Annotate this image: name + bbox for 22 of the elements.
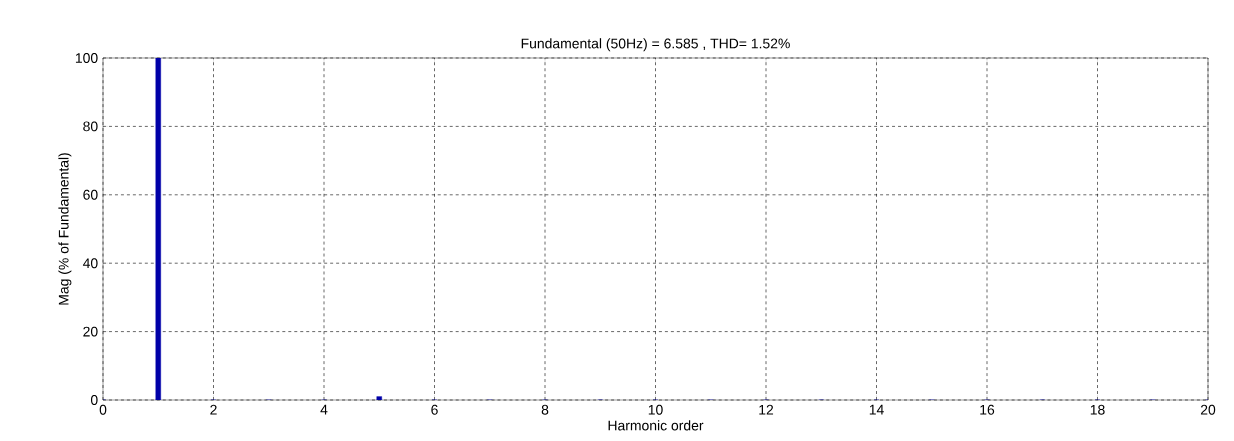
bar	[155, 58, 161, 400]
x-tick-label: 18	[1090, 404, 1105, 415]
y-tick-label: 100	[75, 53, 98, 63]
y-tick-label: 0	[90, 395, 98, 405]
y-tick-label: 60	[83, 189, 98, 200]
x-tick-label: 6	[431, 404, 438, 415]
x-tick-label: 10	[648, 404, 663, 415]
x-tick-label: 12	[759, 404, 774, 415]
chart-title: Fundamental (50Hz) = 6.585 , THD= 1.52%	[521, 38, 790, 52]
x-tick-label: 8	[541, 404, 549, 415]
x-tick-label: 4	[320, 404, 328, 415]
x-tick-label: 14	[869, 404, 884, 415]
x-axis-title: Harmonic order	[608, 420, 704, 431]
x-tick-label: 2	[210, 404, 217, 415]
y-axis-title: Mag (% of Fundamental)	[58, 153, 72, 305]
y-tick-label: 40	[82, 258, 98, 269]
y-tick-label: 20	[83, 326, 98, 337]
x-tick-label: 20	[1200, 404, 1216, 415]
x-tick-label: 16	[980, 404, 995, 415]
bar	[376, 396, 382, 400]
y-tick-label: 80	[83, 121, 98, 132]
x-tick-label: 0	[99, 404, 107, 415]
